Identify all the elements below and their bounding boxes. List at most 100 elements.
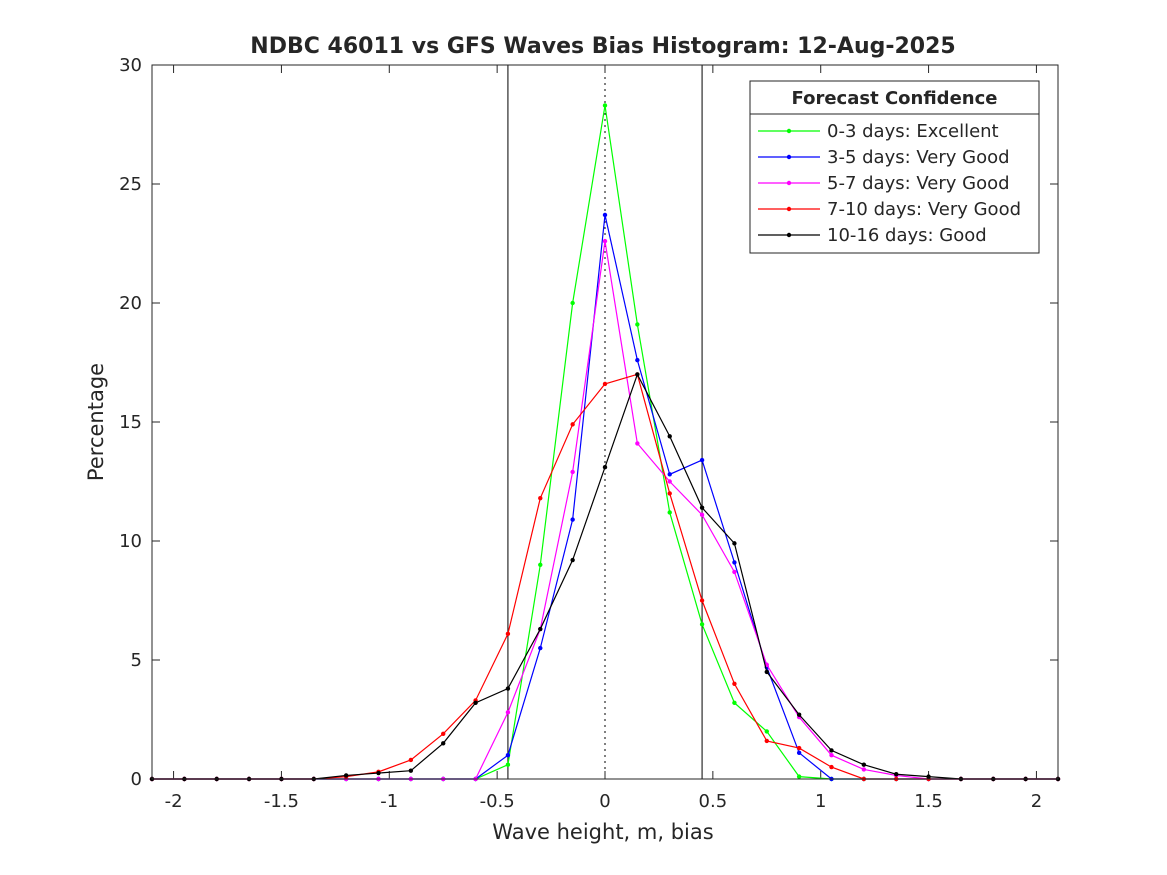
data-point xyxy=(602,381,608,387)
data-point xyxy=(699,457,705,463)
data-point xyxy=(829,764,834,770)
data-point xyxy=(894,772,899,777)
legend-label: 0-3 days: Excellent xyxy=(827,121,999,142)
data-point xyxy=(764,738,769,744)
y-tick-label: 30 xyxy=(119,55,142,76)
axes-box xyxy=(151,64,1059,780)
data-point xyxy=(667,510,672,515)
legend-swatch-marker xyxy=(786,232,792,238)
data-point xyxy=(602,465,608,470)
y-tick-labels: 0 5 10 15 20 25 30 xyxy=(119,55,142,790)
legend-item: 3-5 days: Very Good xyxy=(758,147,1010,168)
legend: Forecast Confidence 0-3 days: Excellent 3-… xyxy=(749,80,1040,254)
data-point xyxy=(699,622,705,627)
legend-swatch-marker xyxy=(786,128,792,134)
data-point xyxy=(861,762,867,767)
x-tick-label: 0 xyxy=(599,791,610,812)
chart-title: NDBC 46011 vs GFS Waves Bias Histogram: … xyxy=(250,34,955,59)
data-point xyxy=(796,712,802,717)
data-point xyxy=(602,103,608,108)
data-point xyxy=(570,517,575,522)
x-tick-labels: -2 -1.5 -1 -0.5 0 0.5 1 1.5 2 xyxy=(165,791,1043,812)
legend-item: 10-16 days: Good xyxy=(758,225,987,246)
x-axis-label: Wave height, m, bias xyxy=(492,820,713,844)
data-point xyxy=(699,512,705,518)
data-point xyxy=(635,357,640,363)
x-tick-label: -1 xyxy=(380,791,398,812)
y-tick-label: 20 xyxy=(119,293,142,314)
legend-label: 3-5 days: Very Good xyxy=(827,147,1010,168)
legend-swatch-marker xyxy=(786,206,792,212)
data-point xyxy=(538,562,543,567)
data-point xyxy=(926,774,931,779)
data-point xyxy=(376,770,381,776)
x-tick-label: -1.5 xyxy=(264,791,299,812)
data-point xyxy=(667,472,672,477)
x-tick-label: -0.5 xyxy=(480,791,515,812)
data-point xyxy=(538,495,543,501)
data-point xyxy=(699,598,705,603)
legend-label: 7-10 days: Very Good xyxy=(827,199,1021,220)
data-point xyxy=(732,569,737,575)
data-point xyxy=(732,700,737,706)
x-tick-label: 1 xyxy=(815,791,826,812)
legend-swatch-marker xyxy=(786,154,792,160)
data-point xyxy=(473,700,478,706)
data-point xyxy=(570,469,575,475)
data-point xyxy=(441,741,446,746)
y-tick-label: 5 xyxy=(131,650,142,671)
data-point xyxy=(635,372,640,377)
data-point xyxy=(699,505,705,510)
legend-box xyxy=(749,80,1040,254)
data-point xyxy=(570,557,575,563)
legend-label: 10-16 days: Good xyxy=(827,225,987,246)
data-point xyxy=(538,645,543,651)
data-point xyxy=(796,745,802,751)
data-point xyxy=(732,560,737,565)
legend-title: Forecast Confidence xyxy=(792,88,998,109)
data-point xyxy=(441,731,446,736)
data-point xyxy=(602,238,608,244)
x-tick-label: -2 xyxy=(165,791,183,812)
y-tick-label: 10 xyxy=(119,531,142,552)
data-point xyxy=(732,681,737,686)
data-point xyxy=(732,541,737,546)
data-point xyxy=(635,322,640,327)
data-point xyxy=(538,626,543,632)
y-tick-label: 15 xyxy=(119,412,142,433)
data-point xyxy=(505,762,511,767)
x-tick-label: 0.5 xyxy=(699,791,728,812)
data-point xyxy=(829,748,834,753)
data-point xyxy=(602,212,608,218)
data-point xyxy=(635,441,640,446)
data-point xyxy=(667,434,672,439)
data-point xyxy=(796,750,802,756)
data-point xyxy=(505,753,511,758)
data-point xyxy=(764,669,769,675)
legend-label: 5-7 days: Very Good xyxy=(827,173,1010,194)
x-tick-label: 2 xyxy=(1031,791,1042,812)
y-tick-label: 25 xyxy=(119,174,142,195)
data-point xyxy=(570,300,575,306)
data-point xyxy=(667,479,672,484)
data-point xyxy=(829,753,834,758)
legend-swatch-marker xyxy=(786,180,792,186)
data-point xyxy=(505,686,511,691)
x-tick-label: 1.5 xyxy=(914,791,943,812)
data-point xyxy=(505,710,511,715)
data-point xyxy=(764,729,769,734)
reference-lines xyxy=(507,65,703,779)
legend-item: 0-3 days: Excellent xyxy=(758,121,999,142)
data-point xyxy=(667,491,672,496)
data-point xyxy=(796,774,802,779)
data-point xyxy=(505,631,511,637)
data-point xyxy=(570,422,575,427)
data-point xyxy=(861,767,867,772)
y-axis-label: Percentage xyxy=(84,363,108,481)
data-point xyxy=(343,773,349,778)
legend-item: 5-7 days: Very Good xyxy=(758,173,1010,194)
legend-item: 7-10 days: Very Good xyxy=(758,199,1021,220)
data-point xyxy=(408,768,414,773)
y-tick-label: 0 xyxy=(131,769,142,790)
